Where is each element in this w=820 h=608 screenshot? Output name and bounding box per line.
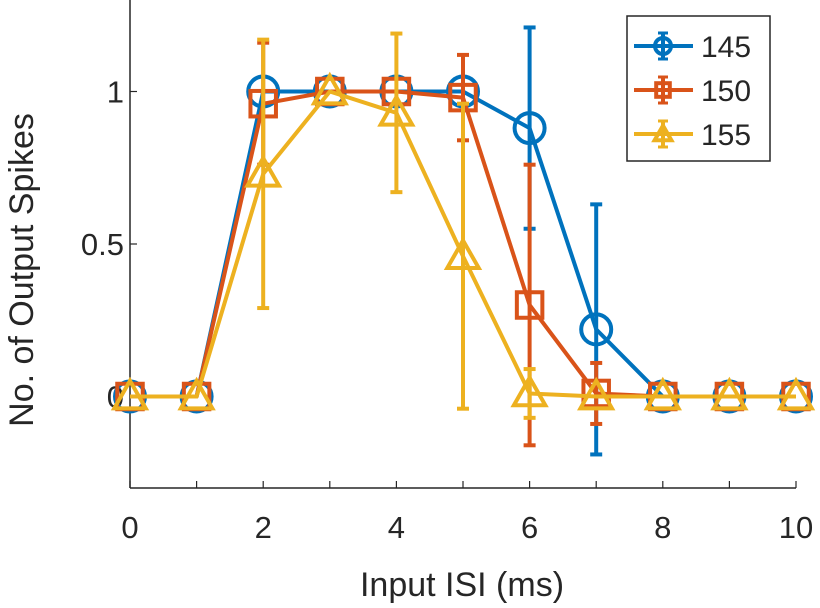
data-point <box>177 376 216 411</box>
plot-series <box>110 25 816 457</box>
legend-label: 155 <box>701 119 751 152</box>
x-axis-label: Input ISI (ms) <box>360 566 564 604</box>
series-line <box>130 89 796 399</box>
y-tick-label: 0.5 <box>81 227 124 262</box>
x-tick-label: 4 <box>388 510 405 545</box>
data-point <box>443 236 483 271</box>
legend-marker <box>653 36 673 56</box>
data-point <box>514 290 545 320</box>
series-155 <box>110 31 816 420</box>
data-point <box>377 93 416 127</box>
data-point <box>579 312 614 347</box>
legend-item: 150 <box>634 75 751 108</box>
data-point <box>310 71 349 106</box>
data-point <box>512 111 547 146</box>
data-point <box>110 376 150 411</box>
x-tick-label: 0 <box>121 510 138 545</box>
legend-marker <box>654 81 672 99</box>
data-point <box>510 373 549 408</box>
legend-label: 150 <box>701 75 751 108</box>
data-point <box>776 376 816 411</box>
legend-item: 145 <box>634 31 751 64</box>
legend-label: 145 <box>701 31 751 64</box>
data-point <box>710 376 749 411</box>
data-point <box>643 376 682 411</box>
data-point <box>577 376 616 411</box>
x-tick-label: 8 <box>654 510 671 545</box>
legend-marker <box>651 121 675 143</box>
y-tick-label: 1 <box>107 75 124 110</box>
legend-item: 155 <box>634 119 751 152</box>
legend: 145 150 155 <box>626 15 771 162</box>
data-point <box>244 154 283 188</box>
x-tick-label: 2 <box>255 510 272 545</box>
x-tick-label: 10 <box>779 510 813 545</box>
y-axis-label: No. of Output Spikes <box>3 113 41 427</box>
x-tick-label: 6 <box>521 510 538 545</box>
